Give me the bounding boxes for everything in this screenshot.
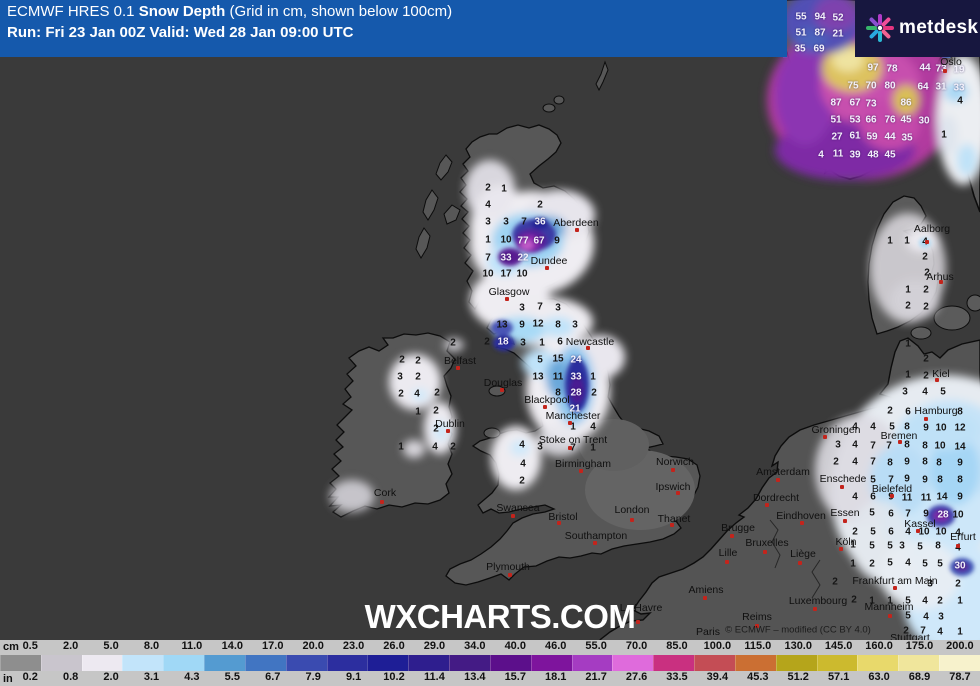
- legend-cm-tick: 85.0: [666, 640, 688, 652]
- legend-cm-tick: 23.0: [342, 640, 365, 652]
- legend-cm-tick: 130.0: [784, 640, 812, 652]
- legend-in-tick: 51.2: [787, 671, 809, 683]
- legend-color-segment: [408, 655, 450, 671]
- starburst-petal: [869, 29, 879, 39]
- legend-cm-tick: 145.0: [824, 640, 853, 652]
- legend-in-tick: 11.4: [424, 671, 445, 683]
- legend-cm-tick: 17.0: [262, 640, 284, 652]
- legend-color-segment: [163, 655, 205, 671]
- legend-in-tick: 6.7: [265, 671, 281, 683]
- legend-in-tick: 4.3: [184, 671, 200, 683]
- legend-cm-tick: 5.0: [103, 640, 119, 652]
- legend-color-segment: [898, 655, 940, 671]
- legend-color-segment: [367, 655, 409, 671]
- starburst-petal: [881, 17, 891, 27]
- legend-cm-tick: 8.0: [143, 640, 160, 652]
- legend-in-tick: 2.0: [103, 671, 119, 683]
- legend-color-segment: [326, 655, 368, 671]
- legend-in-tick: 15.7: [504, 671, 526, 683]
- legend-color-segment: [653, 655, 695, 671]
- legend-color-segment: [122, 655, 164, 671]
- legend-in-tick: 78.7: [949, 671, 971, 683]
- legend-in-values: 0.2 0.8 2.0 3.1 4.3 5.5 6.7 7.9 9.1 10.2 11.4 13.4 1…: [10, 671, 980, 686]
- legend-cm-values: 0.5 2.0 5.0 8.0 11.0 14.0 17.0 20.0 23.0 26.0 29.0…: [10, 640, 980, 654]
- legend-unit-in: in: [3, 673, 13, 685]
- snow-depth-legend: cm 0.5 2.0 5.0 8.0 11.0 14.0 17.0 20.0 23.0 26.0 2…: [0, 640, 980, 686]
- starburst-petal: [881, 29, 891, 39]
- legend-cm-tick: 46.0: [544, 640, 567, 652]
- legend-in-tick: 5.5: [224, 671, 240, 683]
- legend-in-tick: 3.1: [143, 671, 160, 683]
- legend-cm-tick: 0.5: [22, 640, 38, 652]
- legend-in-tick: 27.6: [625, 671, 648, 683]
- legend-cm-tick: 160.0: [865, 640, 893, 652]
- legend-color-segment: [204, 655, 245, 671]
- legend-in-tick: 39.4: [706, 671, 729, 683]
- chart-title: ECMWF HRES 0.1 Snow Depth (Grid in cm, s…: [7, 3, 453, 20]
- legend-in-tick: 10.2: [383, 671, 405, 683]
- legend-in-tick: 33.5: [666, 671, 688, 683]
- legend-color-segment: [530, 655, 572, 671]
- legend-color-segment: [285, 655, 327, 671]
- legend-in-tick: 18.1: [544, 671, 567, 683]
- metdesk-starburst-icon: [866, 14, 894, 42]
- legend-color-segment: [571, 655, 613, 671]
- wxcharts-watermark: WXCHARTS.COM: [364, 598, 636, 635]
- legend-cm-tick: 200.0: [946, 640, 974, 652]
- run-valid-line: Run: Fri 23 Jan 00Z Valid: Wed 28 Jan 09…: [7, 24, 354, 41]
- ecmwf-attribution: © ECMWF – modified (CC BY 4.0): [725, 624, 871, 636]
- legend-cm-tick: 55.0: [585, 640, 607, 652]
- metdesk-logo-box: metdesk: [855, 0, 980, 57]
- legend-color-segment: [939, 655, 980, 671]
- legend-cm-tick: 14.0: [221, 640, 244, 652]
- legend-in-tick: 0.8: [62, 671, 79, 683]
- legend-in-tick: 63.0: [868, 671, 890, 683]
- legend-color-segment: [816, 655, 858, 671]
- legend-color-segment: [449, 655, 490, 671]
- legend-color-segment: [489, 655, 531, 671]
- legend-cm-tick: 11.0: [181, 640, 203, 652]
- legend-in-tick: 57.1: [827, 671, 850, 683]
- legend-color-segment: [81, 655, 123, 671]
- legend-color-segment: [40, 655, 82, 671]
- legend-color-segment: [857, 655, 899, 671]
- snow-cores: [491, 218, 974, 576]
- starburst-center: [877, 25, 883, 31]
- legend-cm-tick: 175.0: [905, 640, 934, 652]
- chart-header: ECMWF HRES 0.1 Snow Depth (Grid in cm, s…: [0, 0, 787, 57]
- legend-color-segment: [734, 655, 776, 671]
- legend-in-tick: 68.9: [908, 671, 931, 683]
- legend-in-tick: 45.3: [747, 671, 769, 683]
- legend-color-segment: [775, 655, 817, 671]
- starburst-petal: [869, 17, 879, 27]
- legend-unit-cm: cm: [3, 641, 19, 653]
- legend-in-tick: 9.1: [345, 671, 362, 683]
- legend-cm-tick: 70.0: [625, 640, 648, 652]
- legend-in-tick: 13.4: [464, 671, 486, 683]
- legend-color-segment: [0, 655, 41, 671]
- legend-color-segment: [244, 655, 286, 671]
- legend-cm-tick: 100.0: [703, 640, 732, 652]
- legend-color-segment: [612, 655, 654, 671]
- legend-color-segment: [694, 655, 735, 671]
- legend-cm-tick: 115.0: [744, 640, 772, 652]
- legend-in-tick: 0.2: [22, 671, 38, 683]
- legend-cm-tick: 2.0: [62, 640, 79, 652]
- legend-color-strip: [0, 655, 980, 671]
- legend-cm-tick: 40.0: [504, 640, 526, 652]
- legend-cm-tick: 29.0: [423, 640, 446, 652]
- legend-cm-tick: 34.0: [464, 640, 486, 652]
- metdesk-wordmark: metdesk: [899, 17, 979, 38]
- legend-in-tick: 21.7: [585, 671, 607, 683]
- legend-cm-tick: 20.0: [302, 640, 324, 652]
- legend-cm-tick: 26.0: [383, 640, 405, 652]
- legend-in-tick: 7.9: [305, 671, 321, 683]
- snow-fields: [330, 0, 980, 655]
